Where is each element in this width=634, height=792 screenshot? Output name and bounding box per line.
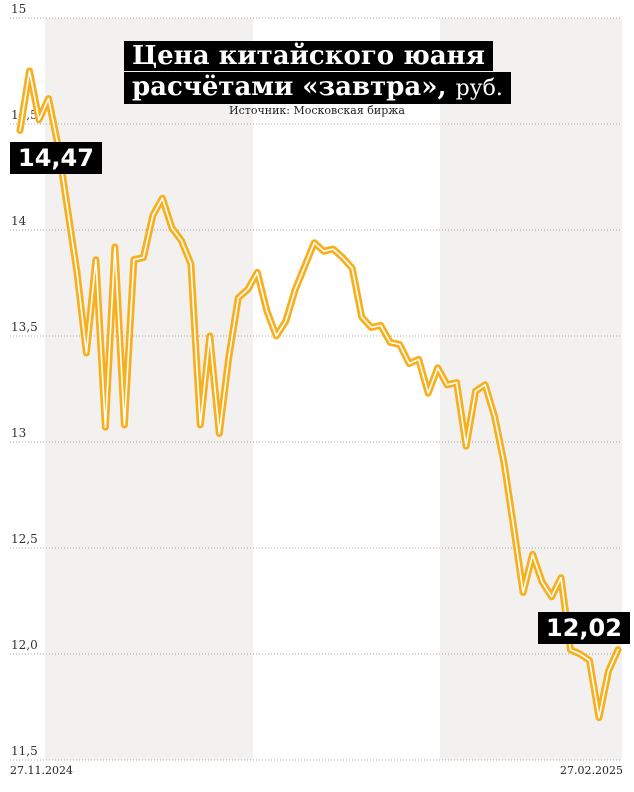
source-text: Источник: Московская биржа bbox=[229, 104, 405, 117]
x-start-label: 27.11.2024 bbox=[10, 764, 73, 777]
title-line-2: расчётами «завтра», руб. bbox=[124, 72, 511, 104]
chart-title: Цена китайского юаня расчётами «завтра»,… bbox=[124, 41, 511, 105]
x-end-label: 27.02.2025 bbox=[560, 764, 623, 777]
y-tick-label: 13 bbox=[11, 426, 26, 440]
month-bands bbox=[45, 18, 622, 760]
title-line-2-text: расчётами «завтра», bbox=[132, 72, 447, 102]
series-line-highlight bbox=[19, 70, 619, 719]
y-tick-label: 11,5 bbox=[11, 744, 38, 758]
y-tick-label: 14 bbox=[11, 214, 27, 228]
y-tick-label: 12,0 bbox=[11, 638, 38, 652]
source-note: Источник: Московская биржа bbox=[0, 104, 634, 117]
y-tick-label: 13,5 bbox=[11, 320, 38, 334]
y-tick-label: 15 bbox=[11, 2, 26, 16]
price-series bbox=[16, 67, 622, 722]
title-unit: руб. bbox=[455, 76, 503, 101]
start-value-label: 14,47 bbox=[10, 142, 102, 174]
y-tick-label: 12,5 bbox=[11, 532, 38, 546]
end-value-label: 12,02 bbox=[538, 612, 630, 644]
title-line-1: Цена китайского юаня bbox=[124, 41, 493, 71]
month-band-2 bbox=[440, 18, 622, 760]
